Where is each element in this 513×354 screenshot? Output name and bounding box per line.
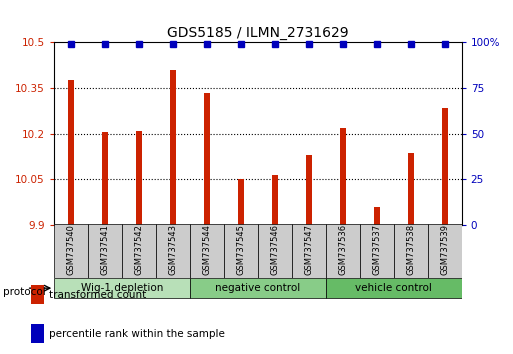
Text: GSM737543: GSM737543 [168,224,177,275]
Bar [326,224,360,278]
Bar [340,127,346,225]
Bar [204,93,210,225]
Bar [373,206,380,225]
Text: GSM737545: GSM737545 [236,224,245,275]
Bar [428,224,462,278]
Bar [238,179,244,225]
Bar [136,131,142,225]
Bar [54,278,190,298]
Bar [258,224,292,278]
Text: GSM737536: GSM737536 [338,224,347,275]
Bar [408,153,414,225]
Bar [102,132,108,225]
Text: GSM737541: GSM737541 [101,224,109,275]
Bar [393,224,428,278]
Text: GSM737537: GSM737537 [372,224,381,275]
Bar [190,224,224,278]
Bar [272,175,278,225]
Bar [292,224,326,278]
Bar [360,224,394,278]
Text: negative control: negative control [215,283,301,293]
Text: GSM737542: GSM737542 [134,224,143,275]
Bar [442,108,448,225]
Bar [122,224,156,278]
Text: GSM737546: GSM737546 [270,224,279,275]
Title: GDS5185 / ILMN_2731629: GDS5185 / ILMN_2731629 [167,26,349,40]
Bar [170,70,176,225]
Bar [190,278,326,298]
Text: Wig-1 depletion: Wig-1 depletion [81,283,163,293]
Text: GSM737544: GSM737544 [202,224,211,275]
Bar [306,155,312,225]
Bar [88,224,122,278]
Text: GSM737538: GSM737538 [406,224,415,275]
Bar [54,224,88,278]
Text: transformed count: transformed count [49,290,146,300]
Bar [224,224,258,278]
Bar [156,224,190,278]
Text: vehicle control: vehicle control [356,283,432,293]
Text: percentile rank within the sample: percentile rank within the sample [49,329,225,339]
Text: protocol: protocol [3,287,45,297]
Bar [68,80,74,225]
Text: GSM737539: GSM737539 [440,224,449,275]
Bar [326,278,462,298]
Text: GSM737540: GSM737540 [66,224,75,275]
Text: GSM737547: GSM737547 [304,224,313,275]
